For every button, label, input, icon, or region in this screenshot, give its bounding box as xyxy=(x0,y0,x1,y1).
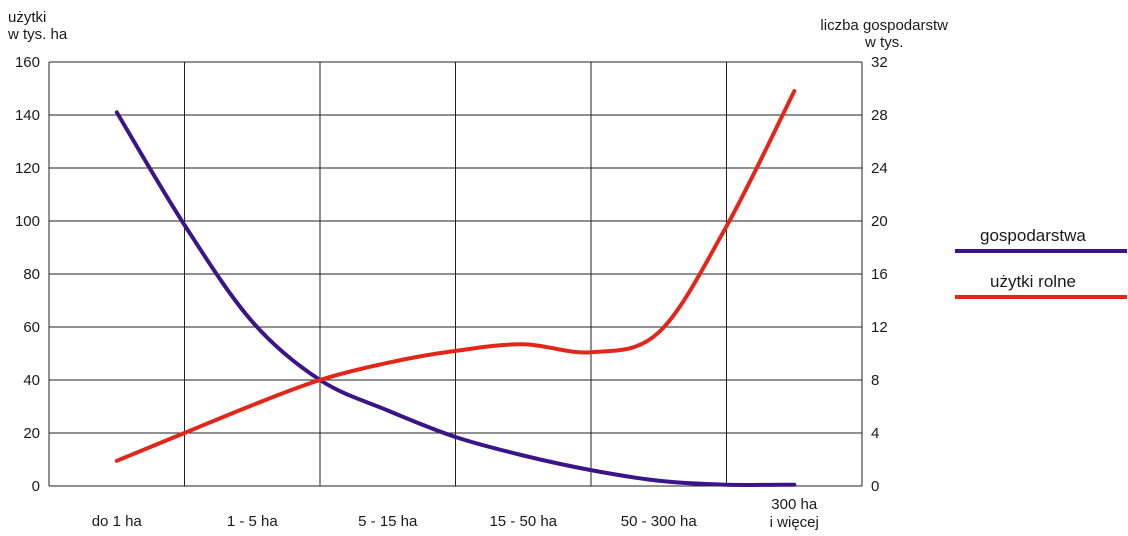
category-label: do 1 ha xyxy=(92,513,143,530)
right-tick-label: 20 xyxy=(871,213,888,230)
legend-label-gospodarstwa: gospodarstwa xyxy=(980,226,1086,245)
right-tick-label: 12 xyxy=(871,319,888,336)
legend-label-uzytki-rolne: użytki rolne xyxy=(990,272,1076,291)
right-tick-label: 8 xyxy=(871,372,879,389)
legend-swatch-uzytki-rolne xyxy=(955,295,1127,299)
legend-swatch-gospodarstwa xyxy=(955,249,1127,253)
right-axis-title: liczba gospodarstw w tys. xyxy=(820,17,948,51)
left-tick-label: 120 xyxy=(15,160,40,177)
right-tick-label: 0 xyxy=(871,478,879,495)
right-tick-label: 24 xyxy=(871,160,888,177)
left-tick-label: 100 xyxy=(15,213,40,230)
left-tick-label: 60 xyxy=(23,319,40,336)
category-label: 15 - 50 ha xyxy=(489,513,557,530)
left-tick-label: 40 xyxy=(23,372,40,389)
category-label: 300 ha xyxy=(771,496,818,513)
category-label: i więcej xyxy=(770,514,819,531)
category-label: 1 - 5 ha xyxy=(227,513,279,530)
right-tick-label: 32 xyxy=(871,54,888,71)
left-axis-title: użytki w tys. ha xyxy=(8,9,67,43)
left-tick-label: 160 xyxy=(15,54,40,71)
left-tick-label: 20 xyxy=(23,425,40,442)
category-label: 5 - 15 ha xyxy=(358,513,418,530)
right-tick-label: 28 xyxy=(871,107,888,124)
right-tick-label: 16 xyxy=(871,266,888,283)
category-label: 50 - 300 ha xyxy=(621,513,698,530)
series-line-gospodarstwa xyxy=(114,110,797,487)
series-line-uzytki-rolne xyxy=(114,89,797,463)
left-tick-label: 0 xyxy=(32,478,40,495)
right-tick-label: 4 xyxy=(871,425,879,442)
right-axis-title-line-1: liczba gospodarstw xyxy=(820,17,948,34)
right-axis-title-line-2: w tys. xyxy=(865,34,904,51)
left-axis-title-line-2: w tys. ha xyxy=(8,26,68,43)
left-axis-title-line-1: użytki xyxy=(8,9,47,26)
left-tick-label: 80 xyxy=(23,266,40,283)
left-tick-label: 140 xyxy=(15,107,40,124)
